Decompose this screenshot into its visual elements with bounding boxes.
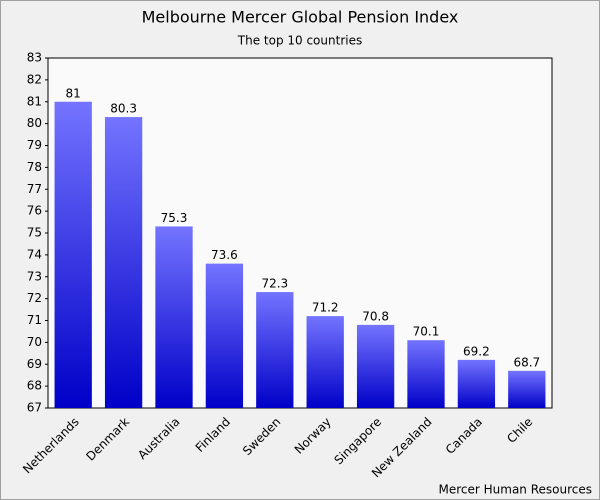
bar: [54, 101, 92, 408]
bar: [407, 340, 445, 408]
y-tick-label: 73: [27, 269, 42, 283]
bar: [104, 117, 143, 408]
y-tick-label: 72: [27, 291, 42, 305]
chart-subtitle: The top 10 countries: [237, 34, 362, 48]
y-tick-label: 75: [27, 226, 42, 240]
y-tick-label: 83: [27, 51, 42, 65]
data-label: 70.1: [413, 325, 440, 339]
y-tick-label: 67: [27, 401, 42, 415]
data-label: 71.2: [312, 301, 339, 315]
y-tick-label: 76: [27, 204, 42, 218]
data-label: 73.6: [211, 248, 238, 262]
y-tick-label: 74: [27, 247, 42, 261]
source: Mercer Human Resources: [438, 483, 592, 497]
data-label: 69.2: [463, 344, 490, 358]
y-tick-label: 82: [27, 72, 42, 86]
data-label: 70.8: [362, 309, 389, 323]
y-tick-label: 81: [27, 94, 42, 108]
y-tick-label: 69: [27, 357, 42, 371]
y-tick-label: 71: [27, 313, 42, 327]
bar: [508, 370, 546, 408]
y-tick-label: 70: [27, 335, 42, 349]
data-label: 68.7: [513, 355, 540, 369]
bar: [356, 324, 395, 408]
y-tick-label: 78: [27, 160, 42, 174]
data-label: 81: [66, 86, 81, 100]
chart-title: Melbourne Mercer Global Pension Index: [142, 8, 459, 27]
data-label: 80.3: [110, 102, 137, 116]
y-tick-label: 80: [27, 116, 42, 130]
bar: [306, 316, 344, 408]
data-label: 72.3: [261, 277, 288, 291]
y-tick-label: 77: [27, 182, 42, 196]
data-label: 75.3: [161, 211, 188, 225]
bar: [155, 226, 193, 408]
bar: [256, 292, 294, 408]
bar: [205, 263, 244, 408]
bar: [457, 359, 496, 408]
y-tick-label: 79: [27, 138, 42, 152]
y-tick-label: 68: [27, 379, 42, 393]
